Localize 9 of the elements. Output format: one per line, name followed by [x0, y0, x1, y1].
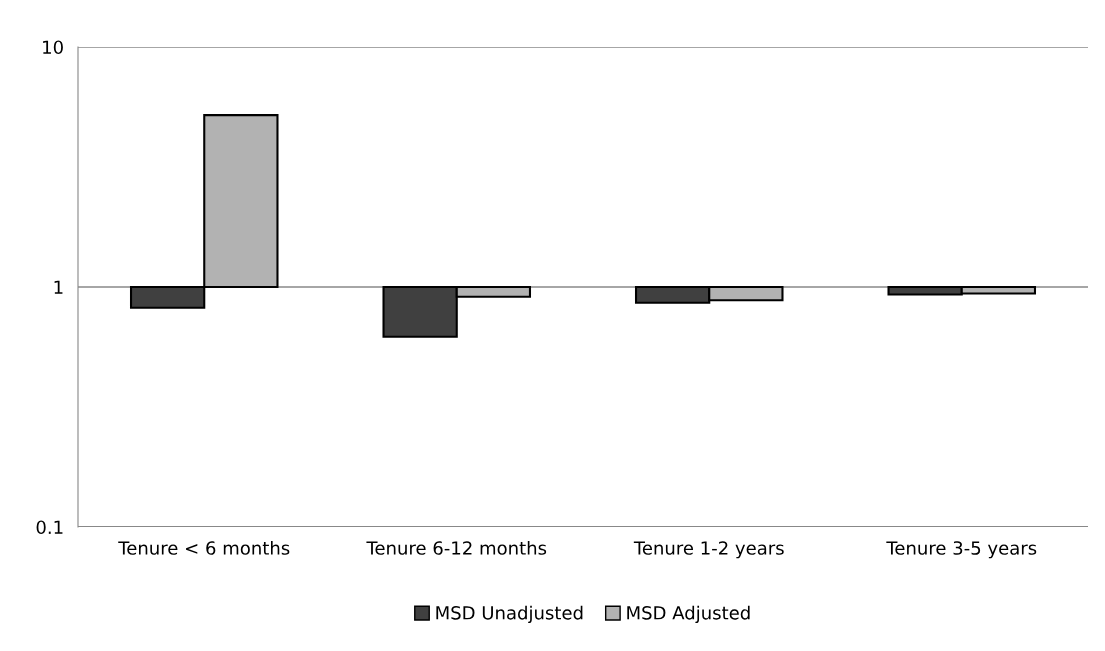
- y-tick-label: 0.1: [36, 520, 63, 535]
- x-tick-label: Tenure < 6 months: [118, 540, 290, 555]
- legend-label: MSD Unadjusted: [436, 605, 583, 624]
- x-tick-label: Tenure 3-5 years: [886, 541, 1037, 559]
- x-tick-label: Tenure 6-12 months: [366, 540, 547, 555]
- y-tick-label: 10: [43, 40, 63, 55]
- x-tick-label: Tenure 1-2 years: [633, 541, 784, 559]
- y-tick-label: 1: [54, 280, 63, 294]
- legend-label: MSD Adjusted: [627, 605, 750, 624]
